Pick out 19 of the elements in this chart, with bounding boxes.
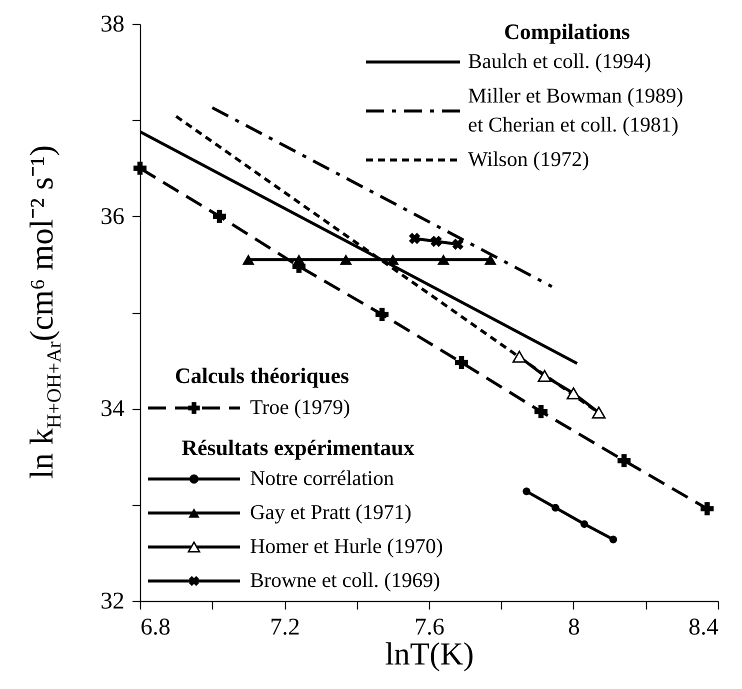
x-tick-label: 7.2 bbox=[270, 614, 300, 640]
legend-label: Gay et Pratt (1971) bbox=[250, 500, 412, 524]
annotation: Résultats expérimentaux bbox=[182, 435, 414, 460]
y-tick-label: 36 bbox=[100, 204, 124, 230]
legend-label: Miller et Bowman (1989) et Cherian et coll. (1981) bbox=[468, 84, 684, 136]
legend-label: Baulch et coll. (1994) bbox=[468, 49, 652, 73]
legend-label: Notre corrélation bbox=[250, 466, 395, 490]
y-tick-label: 32 bbox=[100, 588, 124, 614]
legend-label: Homer et Hurle (1970) bbox=[250, 534, 444, 558]
y-tick-label: 34 bbox=[100, 396, 124, 422]
legend-label: Wilson (1972) bbox=[468, 147, 590, 171]
x-tick-label: 6.8 bbox=[140, 614, 170, 640]
annotation: Calculs théoriques bbox=[174, 363, 350, 388]
legend-label: Troe (1979) bbox=[250, 395, 350, 419]
annotation: Compilations bbox=[504, 19, 630, 44]
x-tick-label: 8 bbox=[568, 614, 580, 640]
legend-label: Browne et coll. (1969) bbox=[250, 568, 440, 592]
x-tick-label: 8.4 bbox=[688, 614, 718, 640]
y-tick-label: 38 bbox=[100, 12, 124, 38]
